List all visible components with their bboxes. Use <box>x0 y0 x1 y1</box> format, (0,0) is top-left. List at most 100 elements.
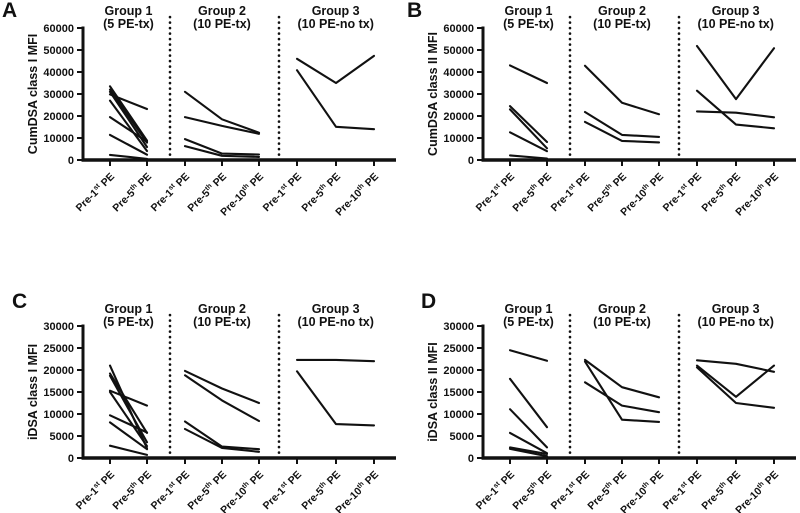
y-tick-label: 5000 <box>450 431 474 443</box>
x-tick-label: Pre-1st PE <box>74 469 117 512</box>
series-line <box>508 154 549 160</box>
panel-letter-a: A <box>2 0 18 22</box>
series-line <box>695 359 776 373</box>
series-line <box>508 446 549 456</box>
y-tick-label: 60000 <box>43 23 74 35</box>
series-line <box>295 370 376 427</box>
group-title: Group 1 <box>105 302 153 316</box>
series-line <box>695 364 776 398</box>
y-tick-label: 30000 <box>443 321 474 333</box>
panel-cumdsa-class-1: 0 10000 20000 30000 40000 50000 60000 Group 1(5… <box>43 4 396 218</box>
y-tick-label: 20000 <box>443 111 474 123</box>
group-subtitle: (10 PE-no tx) <box>297 17 373 31</box>
y-tick-label: 40000 <box>443 67 474 79</box>
y-tick-label: 10000 <box>443 409 474 421</box>
series-line <box>108 153 149 160</box>
panel-letter-d: D <box>421 290 437 313</box>
series-line <box>508 105 549 144</box>
x-tick-label: Pre-5th PE <box>510 171 554 215</box>
series-line <box>108 133 149 156</box>
series-line <box>183 116 261 135</box>
y-tick-label: 30000 <box>443 89 474 101</box>
group-title: Group 2 <box>598 302 646 316</box>
x-tick-label: Pre-5th PE <box>510 469 554 513</box>
y-tick-label: 30000 <box>43 89 74 101</box>
y-tick-label: 5000 <box>50 431 74 443</box>
panel-idsa-class-2: 0 5000 10000 15000 20000 25000 30000 Group 1(5 … <box>443 302 796 513</box>
y-tick-label: 50000 <box>443 45 474 57</box>
group-subtitle: (5 PE-tx) <box>503 315 554 329</box>
series-line <box>108 116 149 143</box>
y-tick-label: 40000 <box>43 67 74 79</box>
series-line <box>183 420 261 451</box>
y-tick-label: 0 <box>68 453 74 465</box>
series-line <box>695 44 776 101</box>
series-line <box>583 381 661 414</box>
y-tick-label: 25000 <box>443 343 474 355</box>
group-subtitle: (10 PE-tx) <box>593 315 651 329</box>
series-line <box>583 120 661 144</box>
x-tick-label: Pre-1st PE <box>149 469 192 512</box>
series-line <box>583 358 661 399</box>
x-tick-label: Pre-5th PE <box>110 171 154 215</box>
x-tick-label: Pre-1st PE <box>261 171 304 214</box>
y-tick-label: 50000 <box>43 45 74 57</box>
group-subtitle: (5 PE-tx) <box>103 17 154 31</box>
series-line <box>183 90 261 134</box>
group-title: Group 3 <box>712 302 760 316</box>
series-line <box>508 377 549 429</box>
group-subtitle: (10 PE-tx) <box>193 315 251 329</box>
panel-cumdsa-class-2: 0 10000 20000 30000 40000 50000 60000 Group 1(5… <box>443 4 796 218</box>
y-tick-label: 0 <box>468 453 474 465</box>
group-subtitle: (10 PE-no tx) <box>697 17 773 31</box>
y-tick-label: 15000 <box>43 387 74 399</box>
series-line <box>508 408 549 449</box>
series-line <box>695 366 776 409</box>
x-tick-label: Pre-1st PE <box>149 171 192 214</box>
y-tick-label: 30000 <box>43 321 74 333</box>
series-line <box>108 421 149 451</box>
group-title: Group 2 <box>198 4 246 18</box>
y-tick-label: 10000 <box>43 133 74 145</box>
y-tick-label: 15000 <box>443 387 474 399</box>
series-line <box>108 88 149 144</box>
group-subtitle: (10 PE-tx) <box>593 17 651 31</box>
group-title: Group 2 <box>598 4 646 18</box>
group-title: Group 1 <box>505 4 553 18</box>
series-line <box>183 374 261 423</box>
group-subtitle: (10 PE-tx) <box>193 17 251 31</box>
y-tick-label: 0 <box>68 155 74 167</box>
series-line <box>508 447 549 458</box>
group-title: Group 1 <box>505 302 553 316</box>
series-line <box>108 93 149 111</box>
panel-letter-c: C <box>12 290 28 313</box>
series-line <box>108 99 149 153</box>
series-line <box>108 444 149 456</box>
x-tick-label: Pre-1st PE <box>661 469 704 512</box>
series-line <box>508 108 549 150</box>
group-subtitle: (10 PE-no tx) <box>697 315 773 329</box>
x-tick-label: Pre-5th PE <box>110 469 154 513</box>
series-line <box>508 131 549 153</box>
series-line <box>583 110 661 138</box>
series-line <box>183 369 261 405</box>
series-line <box>295 69 376 131</box>
series-line <box>508 431 549 455</box>
y-tick-label: 60000 <box>443 23 474 35</box>
series-line <box>108 85 149 142</box>
y-tick-label: 10000 <box>443 133 474 145</box>
panel-letter-b: B <box>407 0 423 22</box>
series-line <box>695 89 776 130</box>
y-tick-label: 20000 <box>43 111 74 123</box>
x-tick-label: Pre-1st PE <box>549 171 592 214</box>
x-tick-label: Pre-1st PE <box>261 469 304 512</box>
series-line <box>108 389 149 407</box>
x-tick-label: Pre-1st PE <box>474 469 517 512</box>
series-line <box>183 138 261 156</box>
group-title: Group 3 <box>312 302 360 316</box>
y-tick-label: 20000 <box>43 365 74 377</box>
series-line <box>583 360 661 423</box>
series-line <box>583 64 661 116</box>
y-tick-label: 0 <box>468 155 474 167</box>
